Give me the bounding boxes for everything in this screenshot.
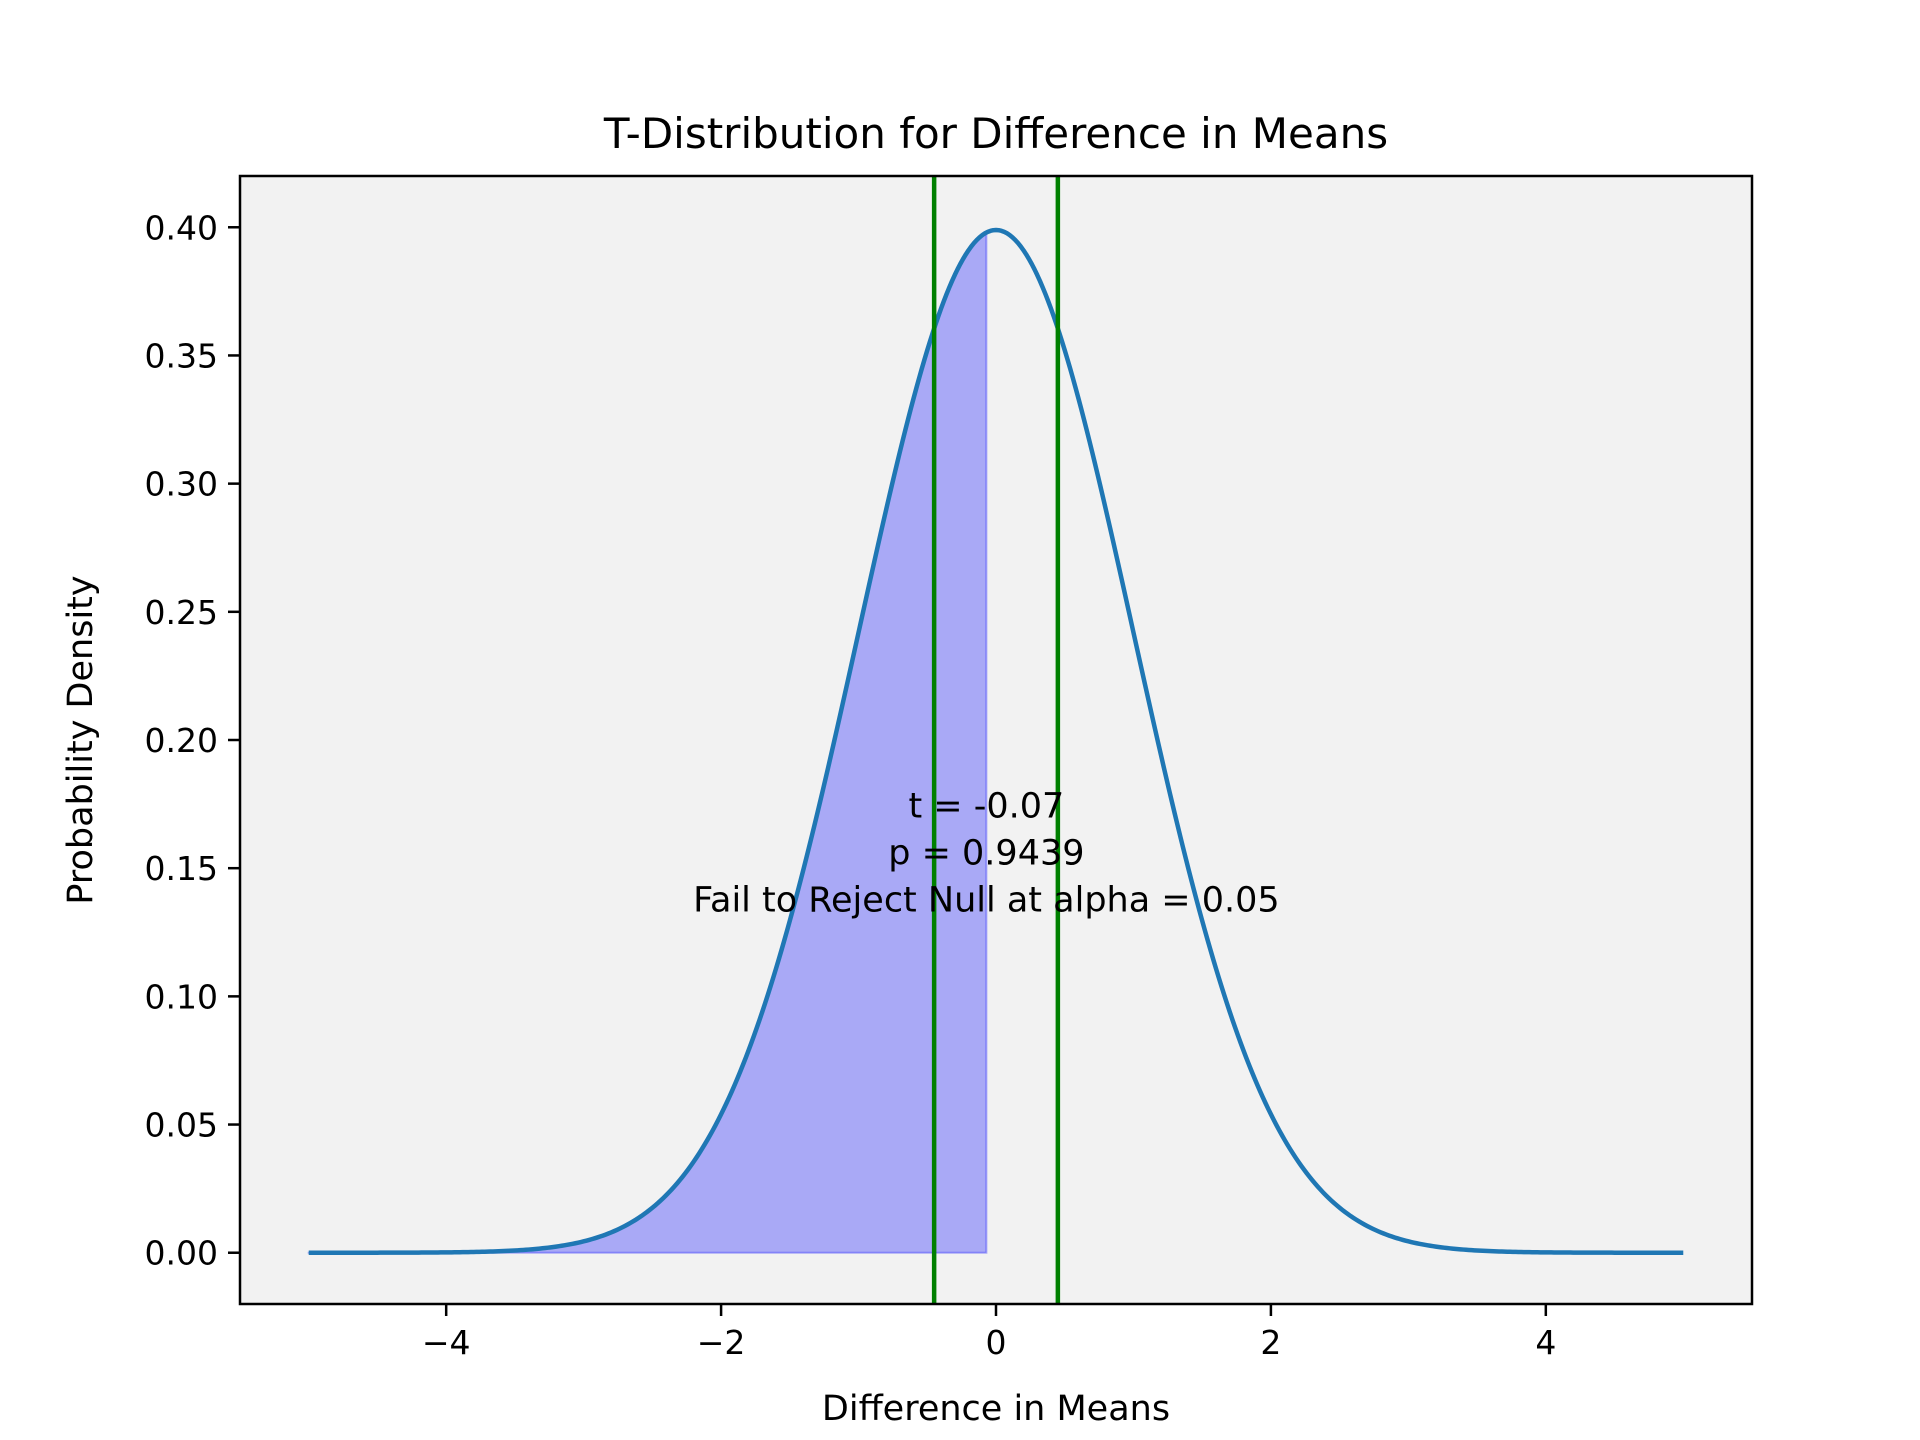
y-tick-label: 0.25: [145, 593, 218, 632]
result-annotation: t = -0.07 p = 0.9439 Fail to Reject Null a…: [693, 786, 1280, 920]
x-tick-label: 4: [1535, 1323, 1556, 1362]
x-tick-label: 0: [986, 1323, 1007, 1362]
chart-title: T-Distribution for Difference in Means: [603, 109, 1388, 158]
density-curve: [308, 227, 1684, 1255]
y-tick-label: 0.00: [145, 1234, 218, 1273]
x-axis: −4 −2 0 2 4: [422, 1304, 1556, 1362]
y-tick-label: 0.30: [145, 465, 218, 504]
y-axis-label: Probability Density: [61, 575, 101, 904]
annotation-line-2: p = 0.9439: [888, 833, 1084, 873]
x-tick-label: −2: [697, 1323, 746, 1362]
y-tick-label: 0.40: [145, 208, 218, 247]
y-axis: 0.00 0.05 0.10 0.15 0.20 0.25 0.30 0.35 0.40: [145, 208, 240, 1273]
y-tick-label: 0.15: [145, 849, 218, 888]
y-tick-label: 0.05: [145, 1106, 218, 1145]
x-tick-label: 2: [1260, 1323, 1281, 1362]
x-axis-label: Difference in Means: [822, 1389, 1170, 1429]
annotation-line-3: Fail to Reject Null at alpha = 0.05: [693, 880, 1280, 920]
chart-marks: [307, 176, 1684, 1304]
y-tick-label: 0.10: [145, 977, 218, 1016]
plot-area: [240, 176, 1752, 1304]
y-tick-label: 0.20: [145, 721, 218, 760]
x-tick-label: −4: [422, 1323, 471, 1362]
annotation-line-1: t = -0.07: [908, 786, 1064, 826]
y-tick-label: 0.35: [145, 336, 218, 375]
